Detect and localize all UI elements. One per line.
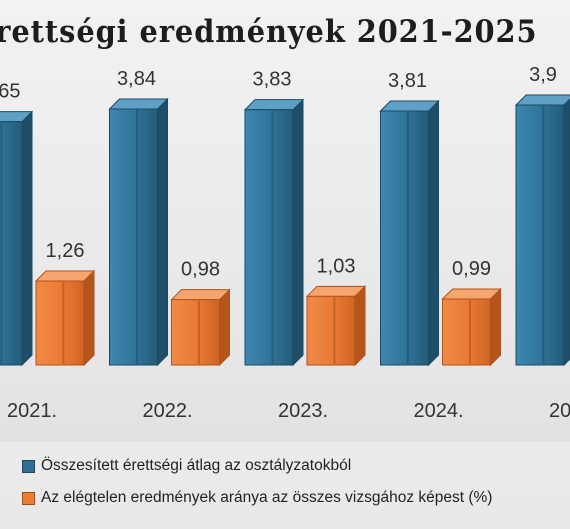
value-label-s1-3: 0,99	[452, 258, 491, 280]
bar-top-s0-2	[243, 99, 305, 111]
value-label-s0-4: 3,9	[529, 64, 557, 86]
value-label-s0-2: 3,83	[253, 69, 292, 91]
bar-top-s1-3	[441, 288, 502, 300]
bar-top-s1-1	[170, 289, 231, 301]
bar-top-s0-4	[514, 94, 570, 106]
bar-shade-s1-2	[333, 297, 336, 364]
bar-shade-s1-0	[62, 282, 65, 364]
bar-s1-2	[306, 295, 356, 366]
bar-side-s0-3	[428, 99, 439, 367]
legend-swatch-fail-rate	[22, 491, 35, 505]
value-label-s0-1: 3,84	[117, 68, 156, 90]
category-label-4: 2025.	[549, 400, 570, 422]
value-label-s0-0: 3,65	[0, 81, 20, 103]
bar-side-s0-2	[292, 98, 304, 367]
bar-side-s1-2	[354, 285, 366, 367]
bar-shade-s0-3	[406, 112, 409, 364]
bar-chart-plot: 3,65 1,26 2021. 3,84 0,98 2022. 3,83 1,03 2023. 3…	[0, 64, 570, 422]
bar-top-s0-3	[379, 100, 440, 112]
bar-side-s0-1	[157, 97, 168, 367]
legend-item-average: Összesített érettségi átlag az osztályza…	[22, 457, 351, 475]
legend-label-fail-rate: Az elégtelen eredmények aránya az összes…	[41, 489, 493, 506]
bar-s0-0	[0, 121, 23, 366]
bar-top-s1-2	[305, 285, 367, 297]
bar-side-s1-0	[83, 269, 95, 367]
value-label-s1-2: 1,03	[317, 255, 356, 277]
chart-title: érettségi eredmények 2021-2025	[0, 14, 538, 50]
bar-shade-s0-0	[0, 122, 3, 365]
bar-s0-2	[244, 109, 294, 366]
category-label-3: 2024.	[413, 400, 463, 422]
bar-side-s1-3	[490, 287, 501, 367]
category-label-2: 2023.	[278, 400, 328, 422]
bar-side-s1-1	[219, 288, 230, 367]
bar-s0-1	[109, 108, 158, 366]
bar-top-s0-1	[108, 98, 169, 110]
value-label-s0-3: 3,81	[388, 70, 427, 92]
value-label-s1-1: 0,98	[181, 259, 220, 281]
legend-item-fail-rate: Az elégtelen eredmények aránya az összes…	[22, 489, 492, 507]
legend-label-average: Összesített érettségi átlag az osztályza…	[41, 457, 352, 474]
category-label-1: 2022.	[142, 400, 192, 422]
legend-swatch-average	[22, 459, 35, 473]
bar-s1-1	[171, 299, 220, 366]
bar-s1-0	[35, 280, 85, 366]
bar-top-s1-0	[34, 270, 96, 282]
bar-shade-s0-2	[271, 110, 274, 365]
bar-side-s0-4	[563, 98, 570, 367]
bar-s0-3	[380, 110, 429, 366]
bar-shade-s0-4	[542, 106, 545, 364]
bar-shade-s0-1	[135, 110, 138, 364]
bar-s0-4	[515, 104, 565, 366]
chart-legend: Összesített érettségi átlag az osztályza…	[0, 442, 570, 529]
bar-shade-s1-3	[468, 300, 471, 364]
value-label-s1-0: 1,26	[46, 240, 85, 262]
category-label-0: 2021.	[7, 400, 57, 422]
bar-side-s0-0	[21, 110, 33, 367]
bar-s1-3	[442, 298, 491, 366]
bar-shade-s1-1	[197, 300, 200, 364]
